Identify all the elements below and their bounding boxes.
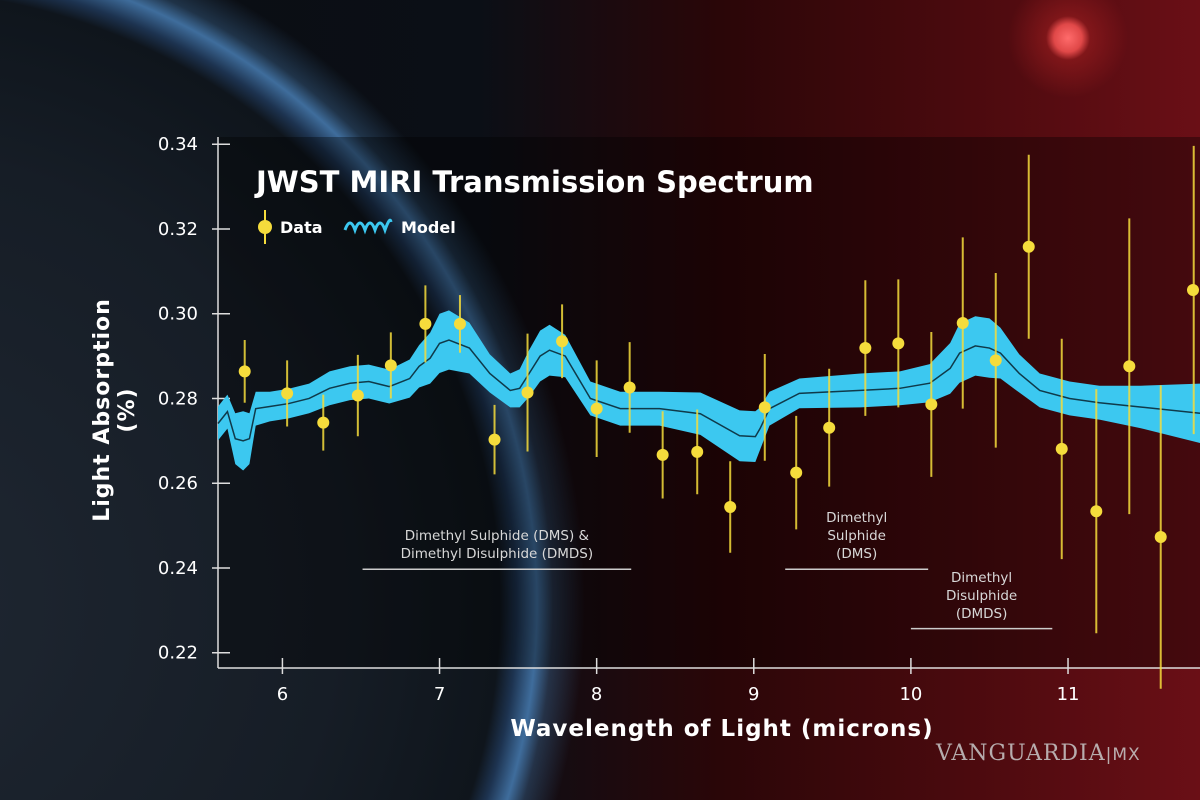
x-tick-label: 10 [899, 684, 922, 705]
data-point [989, 354, 1002, 367]
y-tick-label: 0.24 [158, 558, 198, 579]
data-point [1123, 360, 1136, 373]
data-point [488, 433, 501, 446]
y-tick-label: 0.26 [158, 473, 198, 494]
y-tick-label: 0.32 [158, 219, 198, 240]
annotation-line: Dimethyl Disulphide (DMDS) [400, 546, 594, 563]
y-axis-label: Light Absorption (%) [90, 298, 140, 522]
data-point [453, 317, 466, 330]
data-point [956, 317, 969, 330]
data-marker-icon [258, 210, 272, 244]
y-tick-label: 0.22 [158, 643, 198, 664]
data-point [823, 421, 836, 434]
legend-model-label: Model [401, 218, 456, 237]
legend-data-label: Data [280, 218, 323, 237]
data-point [281, 387, 294, 400]
chart-title: JWST MIRI Transmission Spectrum [256, 165, 814, 199]
data-point [238, 365, 251, 378]
data-point [758, 401, 771, 414]
data-point [521, 386, 534, 399]
annotation-label: Dimethyl Disulphide (DMDS) [911, 569, 1052, 623]
x-tick-label: 8 [591, 684, 602, 705]
model-wave-icon [343, 218, 393, 235]
model-line [217, 339, 1200, 442]
data-point [556, 335, 569, 348]
data-point [351, 389, 364, 402]
data-point [419, 317, 432, 330]
annotation-line: Sulphide [827, 528, 886, 545]
annotation-line: Dimethyl [950, 569, 1013, 586]
data-point [317, 416, 330, 429]
data-point [1055, 442, 1068, 455]
annotation-line: Dimethyl Sulphide (DMS) & [404, 528, 590, 545]
annotation-line: (DMDS) [955, 605, 1008, 622]
annotation-line: Dimethyl [826, 510, 888, 527]
data-point [1187, 283, 1199, 296]
data-point [656, 448, 669, 461]
data-point [859, 342, 872, 355]
watermark-logo: VANGUARDIA|MX [936, 741, 1141, 766]
y-tick-label: 0.30 [158, 304, 198, 325]
annotation-line: Disulphide [945, 587, 1018, 604]
x-tick-label: 9 [748, 684, 759, 705]
data-point [384, 359, 397, 372]
y-tick-label: 0.34 [158, 134, 198, 155]
data-point [892, 337, 905, 350]
data-point [1022, 240, 1035, 253]
x-tick-label: 6 [277, 684, 288, 705]
annotation-line: (DMS) [836, 546, 878, 563]
data-point [590, 402, 603, 415]
data-point [691, 445, 704, 458]
data-point [724, 500, 737, 513]
x-tick-label: 7 [434, 684, 445, 705]
data-point [1154, 531, 1167, 544]
x-axis-label: Wavelength of Light (microns) [510, 716, 934, 742]
annotation-label: Dimethyl Sulphide (DMS) & Dimethyl Disulp… [363, 527, 632, 563]
data-point [1090, 505, 1103, 518]
annotation-label: Dimethyl Sulphide (DMS) [785, 509, 928, 563]
data-point [623, 381, 636, 394]
x-tick-label: 11 [1057, 684, 1080, 705]
model-band [218, 310, 1200, 471]
data-point [790, 466, 803, 479]
y-tick-label: 0.28 [158, 388, 198, 409]
data-point [925, 398, 938, 411]
